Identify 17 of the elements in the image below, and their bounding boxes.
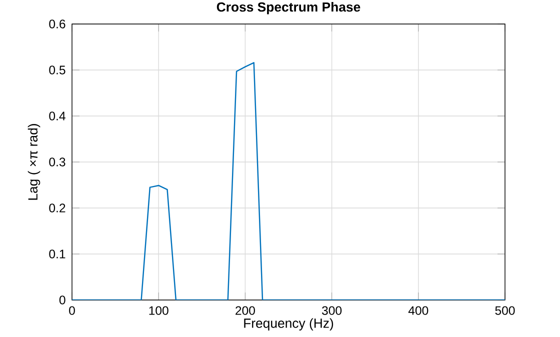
x-tick-label: 100 [149,306,168,315]
y-tick-label: 0.5 [49,66,66,74]
y-axis-title: Lag ( ×π rad) [28,124,40,200]
x-tick-label: 400 [408,306,428,315]
y-tick-label: 0.3 [49,158,66,166]
y-tick-label: 0.6 [49,20,66,28]
x-tick-label: 0 [69,306,75,315]
chart-title: Cross Spectrum Phase [216,2,360,14]
y-tick-label: 0 [59,296,66,304]
line-series [72,62,505,300]
y-tick-label: 0.1 [49,250,66,258]
y-tick-label: 0.4 [49,112,66,120]
x-tick-label: 200 [236,306,255,315]
x-tick-label: 300 [322,306,342,315]
x-axis-title: Frequency (Hz) [244,318,334,330]
x-tick-label: 500 [495,306,515,315]
y-tick-label: 0.2 [49,204,66,212]
